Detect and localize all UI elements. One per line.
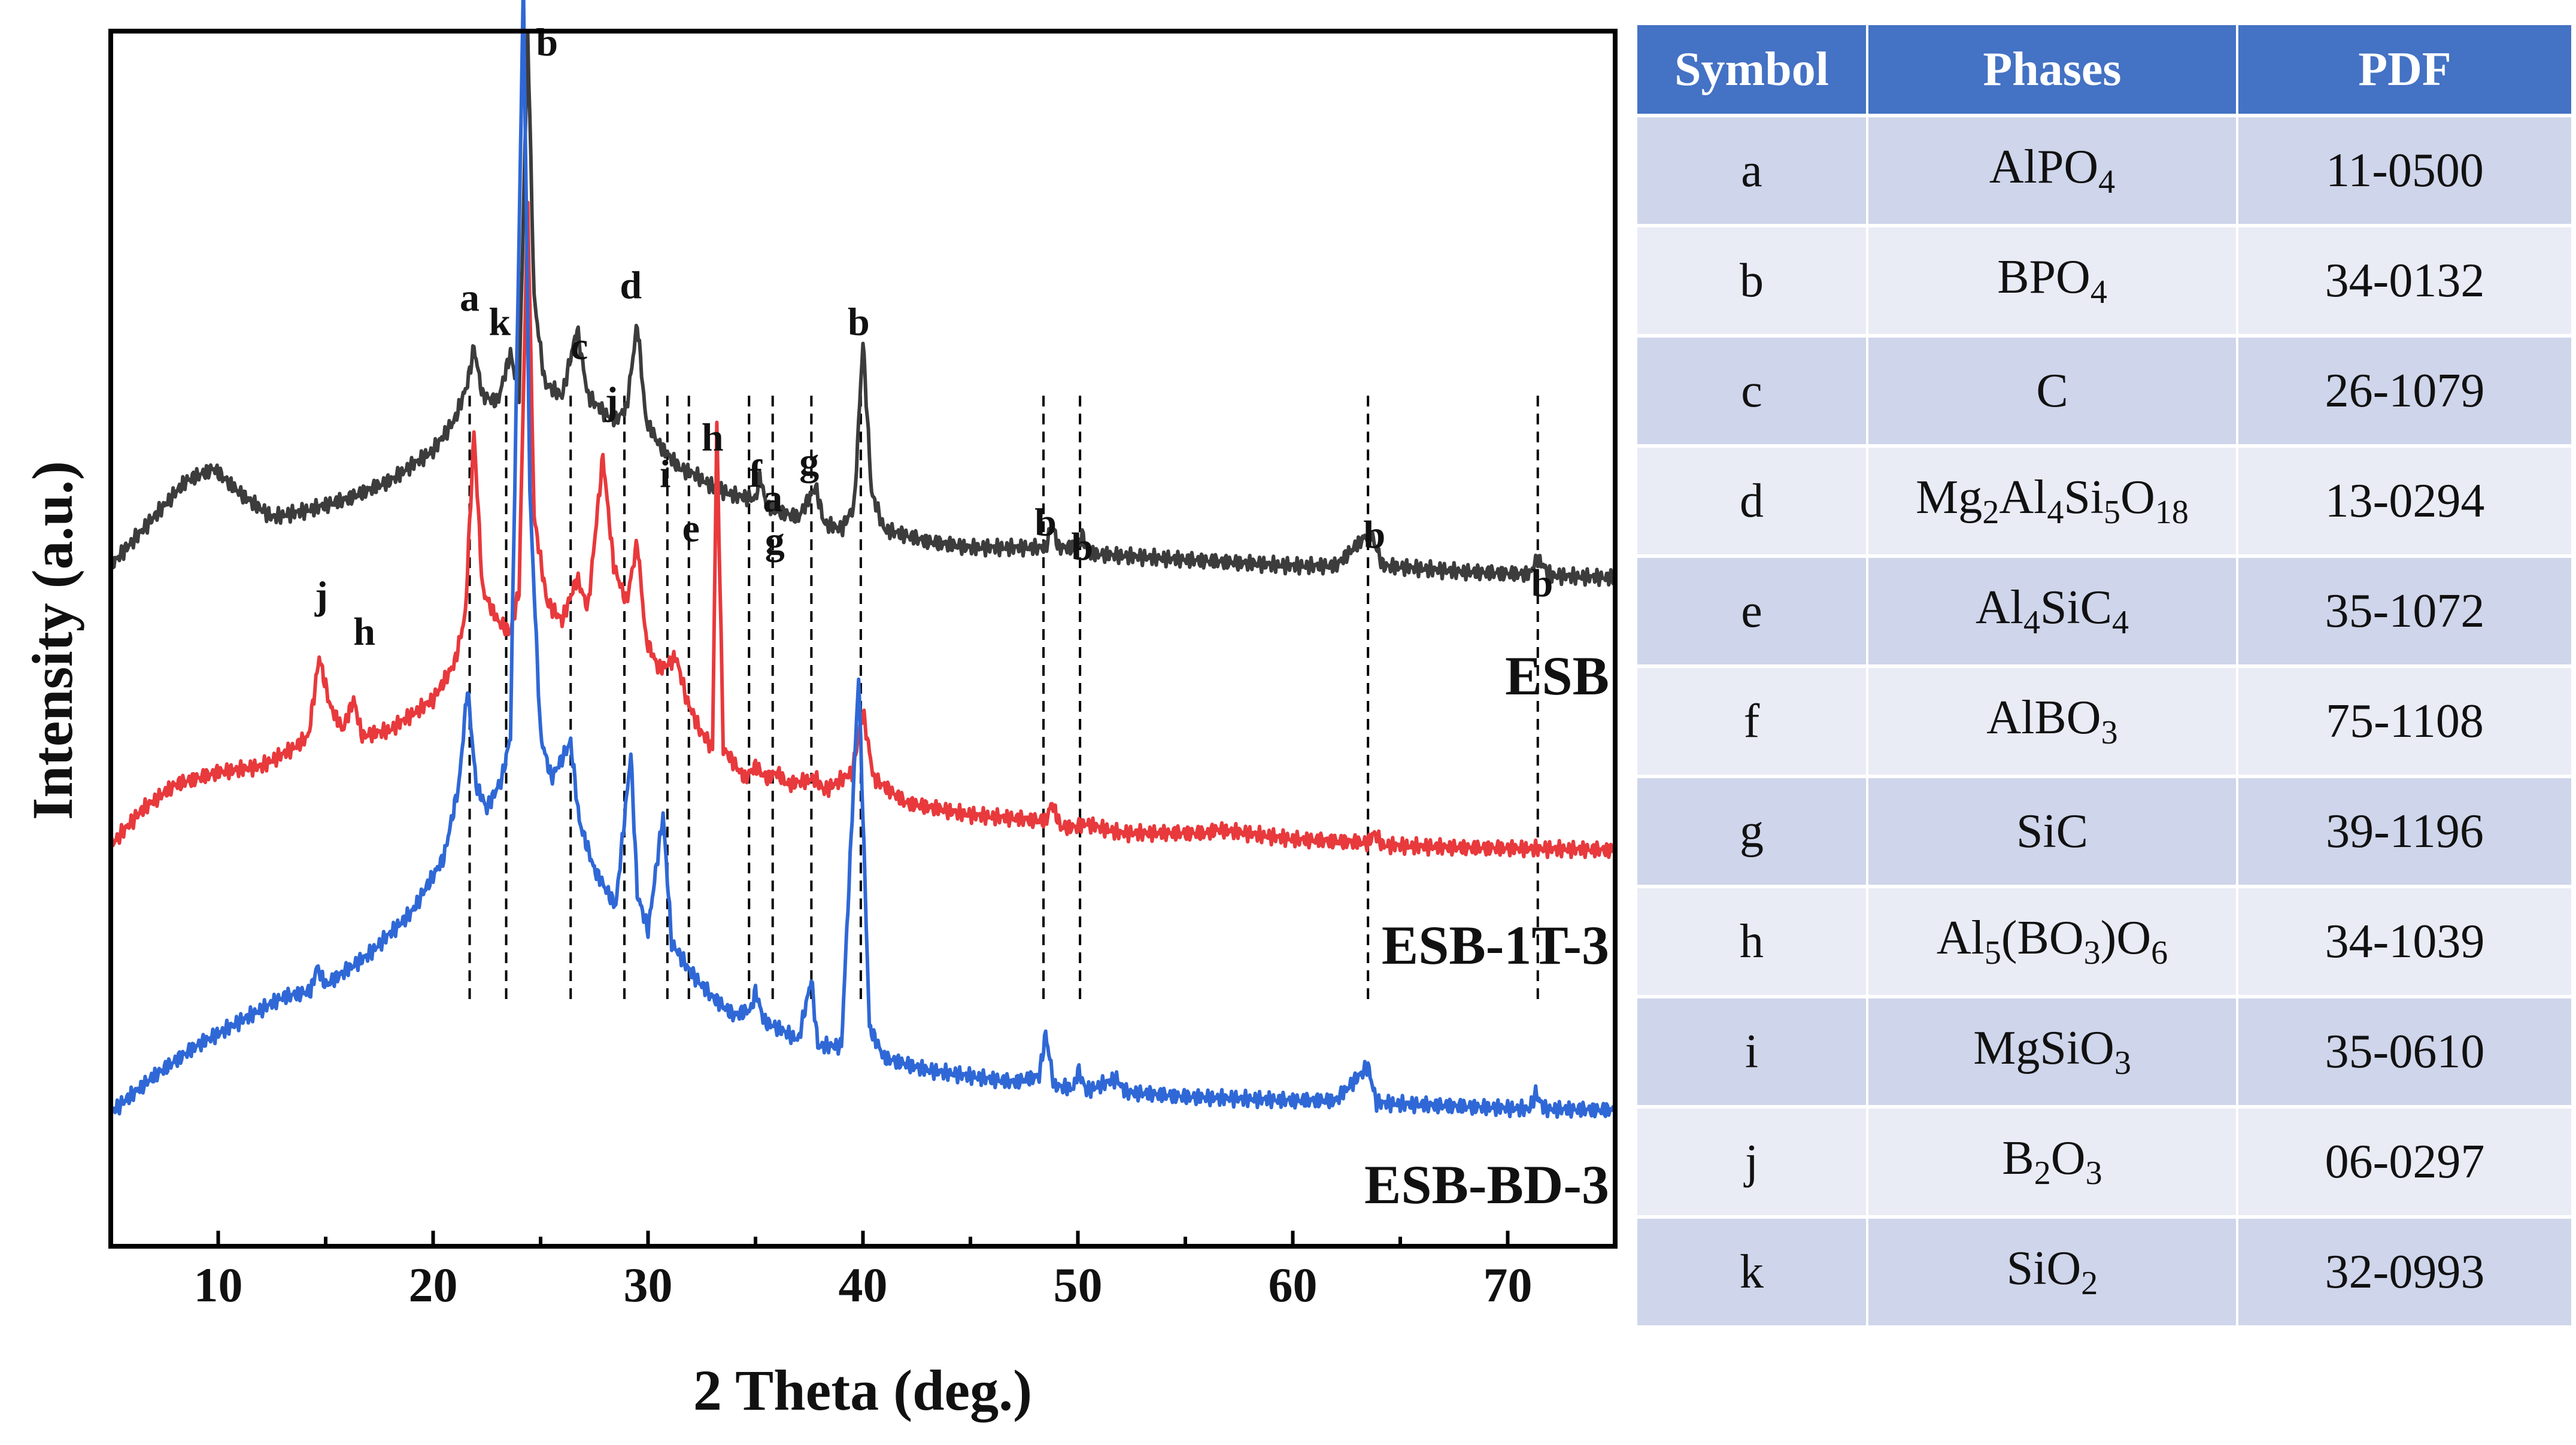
peak-label-9: a	[763, 476, 782, 520]
peak-label-16: b	[1364, 513, 1386, 557]
cell-symbol: e	[1637, 554, 1868, 666]
peak-label-10: g	[799, 440, 819, 484]
x-tick-label-70: 70	[1483, 1258, 1533, 1312]
x-tick-label-20: 20	[409, 1258, 458, 1312]
series-line-esb-1t-3	[109, 201, 1616, 860]
x-axis-title: 2 Theta (deg.)	[693, 1358, 1032, 1422]
header-phases: Phases	[1867, 25, 2238, 116]
cell-pdf: 35-0610	[2237, 995, 2571, 1107]
cell-phase: SiO2	[1867, 1215, 2238, 1325]
peak-label-15: b	[1071, 525, 1093, 569]
x-tick-label-40: 40	[839, 1258, 888, 1312]
cell-phase: MgSiO3	[1867, 995, 2238, 1107]
table-row: h Al5(BO3)O6 34-1039	[1637, 885, 2571, 997]
peak-label-8: f	[749, 452, 763, 496]
cell-pdf: 34-0132	[2237, 224, 2571, 336]
table-row: e Al4SiC4 35-1072	[1637, 554, 2571, 666]
x-tick-label-10: 10	[194, 1258, 243, 1312]
cell-phase: AlPO4	[1867, 114, 2238, 226]
header-symbol: Symbol	[1637, 25, 1868, 116]
cell-phase: Al5(BO3)O6	[1867, 885, 2238, 997]
cell-phase: B2O3	[1867, 1105, 2238, 1217]
table-row: g SiC 39-1196	[1637, 775, 2571, 887]
x-axis-ticks: 10 20 30 40 50 60 70	[109, 1231, 1617, 1312]
cell-symbol: g	[1637, 775, 1868, 887]
cell-pdf: 34-1039	[2237, 885, 2571, 997]
table-row: f AlBO3 75-1108	[1637, 664, 2571, 776]
cell-symbol: h	[1637, 885, 1868, 997]
peak-label-13: b	[848, 300, 870, 344]
peak-label-18: j	[314, 573, 328, 617]
cell-symbol: k	[1637, 1215, 1868, 1325]
peak-label-1: a	[460, 276, 480, 320]
cell-symbol: b	[1637, 224, 1868, 336]
peak-label-5: j	[604, 379, 618, 423]
peak-label-19: h	[353, 610, 375, 654]
cell-phase: Al4SiC4	[1867, 554, 2238, 666]
cell-symbol: c	[1637, 334, 1868, 446]
phase-table: Symbol Phases PDF a AlPO4 11-0500 b BPO4 34-0…	[1637, 25, 2571, 1325]
cell-phase: BPO4	[1867, 224, 2238, 336]
series-line-esb	[109, 30, 1616, 587]
series-layer	[109, 0, 1617, 1119]
series-label-esb-1t-3: ESB-1T-3	[1382, 915, 1609, 976]
series-label-esb: ESB	[1505, 645, 1609, 706]
cell-pdf: 11-0500	[2237, 114, 2571, 226]
cell-pdf: 32-0993	[2237, 1215, 2571, 1325]
x-tick-label-60: 60	[1269, 1258, 1318, 1312]
table-row: c C 26-1079	[1637, 334, 2571, 446]
cell-phase: C	[1867, 334, 2238, 446]
series-line-esb-bd-3	[109, 0, 1617, 1119]
table-row: i MgSiO3 35-0610	[1637, 995, 2571, 1107]
peak-label-6: h	[702, 415, 724, 459]
peak-label-12: g	[765, 519, 785, 563]
cell-pdf: 39-1196	[2237, 775, 2571, 887]
table-row: b BPO4 34-0132	[1637, 224, 2571, 336]
peak-label-14: b	[1034, 500, 1057, 544]
peak-label-2: k	[489, 300, 511, 344]
table-header-row: Symbol Phases PDF	[1637, 25, 2571, 116]
peak-label-11: e	[682, 507, 700, 551]
peak-label-7: i	[660, 452, 670, 496]
peak-label-17: b	[1531, 561, 1554, 605]
cell-phase: Mg2Al4Si5O18	[1867, 444, 2238, 556]
header-pdf: PDF	[2237, 25, 2571, 116]
cell-pdf: 06-0297	[2237, 1105, 2571, 1217]
series-label-esb-bd-3: ESB-BD-3	[1364, 1154, 1609, 1215]
cell-pdf: 75-1108	[2237, 664, 2571, 776]
cell-phase: AlBO3	[1867, 664, 2238, 776]
table-row: k SiO2 32-0993	[1637, 1215, 2571, 1325]
peak-label-3: c	[571, 324, 588, 368]
cell-symbol: j	[1637, 1105, 1868, 1217]
y-axis-title: Intensity (a.u.)	[20, 461, 84, 820]
cell-symbol: f	[1637, 664, 1868, 776]
x-tick-label-50: 50	[1054, 1258, 1103, 1312]
cell-pdf: 13-0294	[2237, 444, 2571, 556]
plot-frame	[108, 29, 1618, 1249]
cell-pdf: 35-1072	[2237, 554, 2571, 666]
table-row: j B2O3 06-0297	[1637, 1105, 2571, 1217]
peak-label-4: d	[620, 264, 642, 308]
table-row: d Mg2Al4Si5O18 13-0294	[1637, 444, 2571, 556]
cell-symbol: i	[1637, 995, 1868, 1107]
x-tick-label-30: 30	[624, 1258, 673, 1312]
table-row: a AlPO4 11-0500	[1637, 114, 2571, 226]
cell-pdf: 26-1079	[2237, 334, 2571, 446]
reference-lines	[468, 396, 1539, 1003]
cell-phase: SiC	[1867, 775, 2238, 887]
cell-symbol: d	[1637, 444, 1868, 556]
cell-symbol: a	[1637, 114, 1868, 226]
peak-label-0: b	[536, 21, 558, 65]
